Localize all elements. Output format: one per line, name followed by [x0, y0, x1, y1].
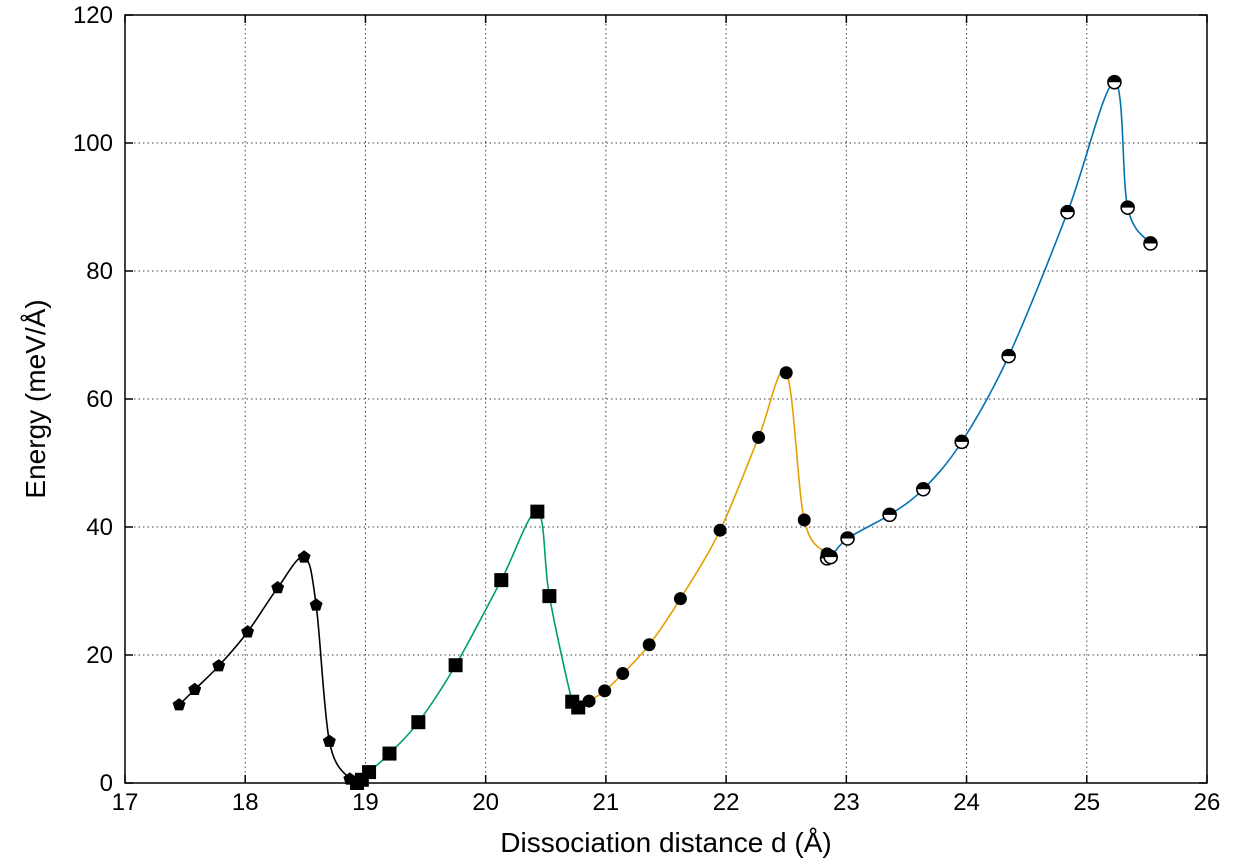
x-tick-label: 24 [953, 789, 980, 816]
series-3-point [752, 430, 766, 444]
y-tick-label: 80 [86, 258, 113, 285]
series-2-point [542, 589, 557, 604]
series-4-point [823, 549, 839, 565]
series-4-point [915, 481, 931, 497]
series-2-line [356, 510, 580, 784]
series-2-point [411, 715, 426, 730]
series-4-point [882, 507, 897, 523]
y-tick-label: 20 [86, 642, 113, 669]
axis-ticks: 17 18 19 20 21 22 23 24 25 26 0 20 40 60 80 100 120 [73, 2, 1220, 816]
data-points [172, 74, 1158, 790]
y-tick-label: 120 [73, 2, 113, 29]
series-1-point [241, 625, 255, 638]
x-tick-label: 18 [232, 789, 259, 816]
series-3-point [642, 638, 656, 652]
series-2-point [382, 746, 397, 761]
series-1-point [309, 598, 323, 611]
series-2-point [448, 658, 463, 673]
series-4-point [1060, 204, 1075, 220]
y-tick-label: 40 [86, 514, 113, 541]
series-3-point [598, 684, 612, 698]
series-3-line [588, 369, 831, 702]
series-2-point [571, 700, 586, 715]
series-1-line [178, 556, 357, 784]
x-tick-label: 21 [593, 789, 620, 816]
series-4-point [1107, 74, 1122, 90]
series-2-point [362, 765, 377, 780]
series-4-point [1001, 348, 1016, 364]
series-2-point [494, 573, 509, 588]
x-tick-label: 22 [713, 789, 740, 816]
x-tick-label: 17 [112, 789, 139, 816]
x-tick-label: 19 [352, 789, 379, 816]
series-1-point [297, 550, 311, 563]
y-axis-title: Energy (meV/Å) [20, 299, 51, 498]
series-3-point [582, 694, 596, 708]
series-4-point [840, 531, 855, 546]
y-tick-label: 60 [86, 386, 113, 413]
x-tick-label: 23 [833, 789, 860, 816]
series-3-point [797, 513, 811, 527]
series-4-point [954, 434, 970, 450]
x-tick-label: 20 [472, 789, 499, 816]
series-1-point [188, 682, 202, 696]
series-3-point [713, 523, 727, 537]
grid [125, 15, 1207, 783]
series-1-point [322, 734, 336, 747]
series-1-point [172, 698, 186, 711]
series-3-point [616, 667, 630, 681]
y-tick-label: 0 [100, 770, 113, 797]
series-4-point [1120, 200, 1135, 215]
x-tick-label: 25 [1073, 789, 1100, 816]
series-1-point [271, 581, 285, 594]
series-4-point [1143, 236, 1158, 251]
y-tick-label: 100 [73, 130, 113, 157]
series-curves [178, 81, 1152, 784]
x-axis-title: Dissociation distance d (Å) [500, 827, 831, 858]
series-4-line [826, 81, 1152, 560]
series-2-point [530, 504, 545, 519]
series-3-point [779, 366, 793, 380]
series-3-point [673, 592, 687, 606]
series-1-point [212, 659, 226, 672]
x-tick-label: 26 [1194, 789, 1221, 816]
